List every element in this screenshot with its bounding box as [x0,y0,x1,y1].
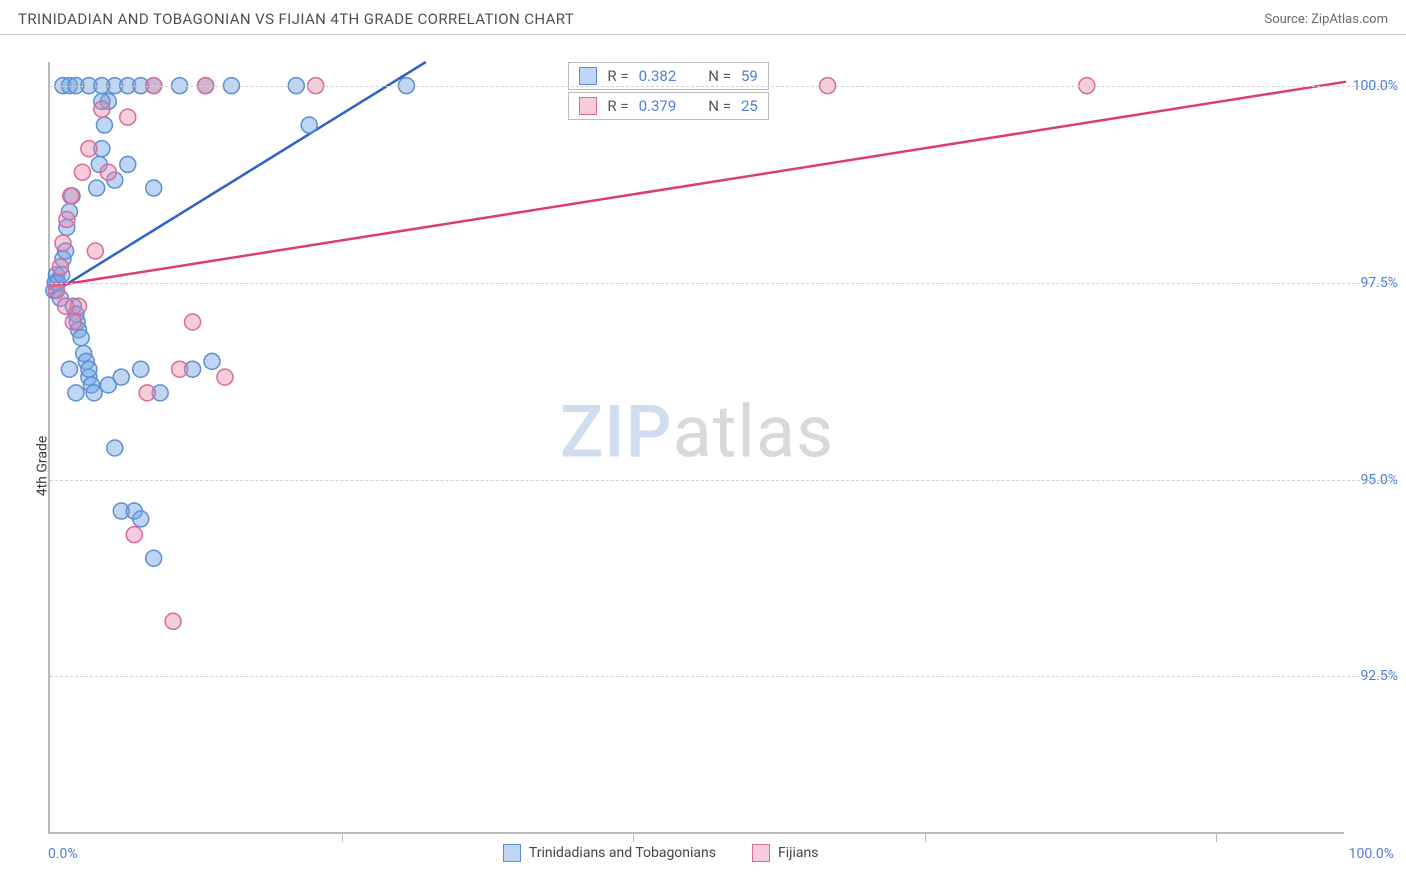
x-tick [925,832,926,842]
marker-fijians [65,314,81,330]
marker-fijians [172,361,188,377]
marker-fijians [100,164,116,180]
chart-source: Source: ZipAtlas.com [1264,12,1388,27]
scatter-svg [50,62,1346,834]
marker-fijians [185,314,201,330]
marker-trinidadians [89,180,105,196]
r-value: 0.382 [639,67,677,85]
swatch-series1 [503,844,521,862]
marker-fijians [74,164,90,180]
marker-trinidadians [146,550,162,566]
marker-fijians [87,243,103,259]
marker-trinidadians [96,117,112,133]
marker-fijians [48,282,64,298]
n-value: 59 [741,67,758,85]
marker-trinidadians [133,511,149,527]
plot-region: ZIPatlas R =0.382N =59R =0.379N =25 Trin… [48,62,1344,834]
marker-fijians [94,101,110,117]
chart-area: 4th Grade ZIPatlas R =0.382N =59R =0.379… [0,40,1406,892]
marker-trinidadians [86,385,102,401]
n-label: N = [708,97,731,115]
marker-fijians [120,109,136,125]
marker-trinidadians [146,180,162,196]
marker-trinidadians [133,361,149,377]
marker-fijians [58,298,74,314]
marker-fijians [217,369,233,385]
marker-fijians [165,613,181,629]
swatch-icon [579,97,597,115]
marker-fijians [55,235,71,251]
marker-trinidadians [301,117,317,133]
marker-fijians [59,212,75,228]
r-label: R = [607,67,628,85]
y-tick-label: 97.5% [1360,275,1398,291]
y-tick-label: 100.0% [1353,78,1398,94]
legend-label-series2: Fijians [778,845,818,861]
n-label: N = [708,67,731,85]
marker-fijians [81,141,97,157]
marker-trinidadians [68,385,84,401]
marker-trinidadians [120,156,136,172]
gridline [50,676,1390,677]
swatch-series2 [752,844,770,862]
marker-trinidadians [73,330,89,346]
chart-title: TRINIDADIAN AND TOBAGONIAN VS FIJIAN 4TH… [18,10,574,28]
marker-fijians [52,259,68,275]
x-tick [342,832,343,842]
marker-fijians [63,188,79,204]
marker-trinidadians [113,369,129,385]
marker-fijians [126,527,142,543]
x-tick [633,832,634,842]
gridline [50,480,1390,481]
legend-bottom: Trinidadians and Tobagonians Fijians [503,844,819,862]
legend-label-series1: Trinidadians and Tobagonians [529,845,716,861]
gridline [50,86,1390,87]
marker-trinidadians [107,440,123,456]
r-value: 0.379 [639,97,677,115]
n-value: 25 [741,97,758,115]
x-min-label: 0.0% [48,846,78,862]
x-max-label: 100.0% [1349,846,1394,862]
legend-stat-fijians: R = 0.379 N = 25 [568,92,768,120]
chart-header: TRINIDADIAN AND TOBAGONIAN VS FIJIAN 4TH… [0,0,1406,35]
y-tick-label: 95.0% [1360,472,1398,488]
marker-trinidadians [204,353,220,369]
r-label: R = [607,97,628,115]
swatch-icon [579,67,597,85]
y-tick-label: 92.5% [1360,668,1398,684]
marker-trinidadians [61,361,77,377]
x-tick [1216,832,1217,842]
marker-fijians [139,385,155,401]
marker-trinidadians [81,361,97,377]
gridline [50,283,1390,284]
